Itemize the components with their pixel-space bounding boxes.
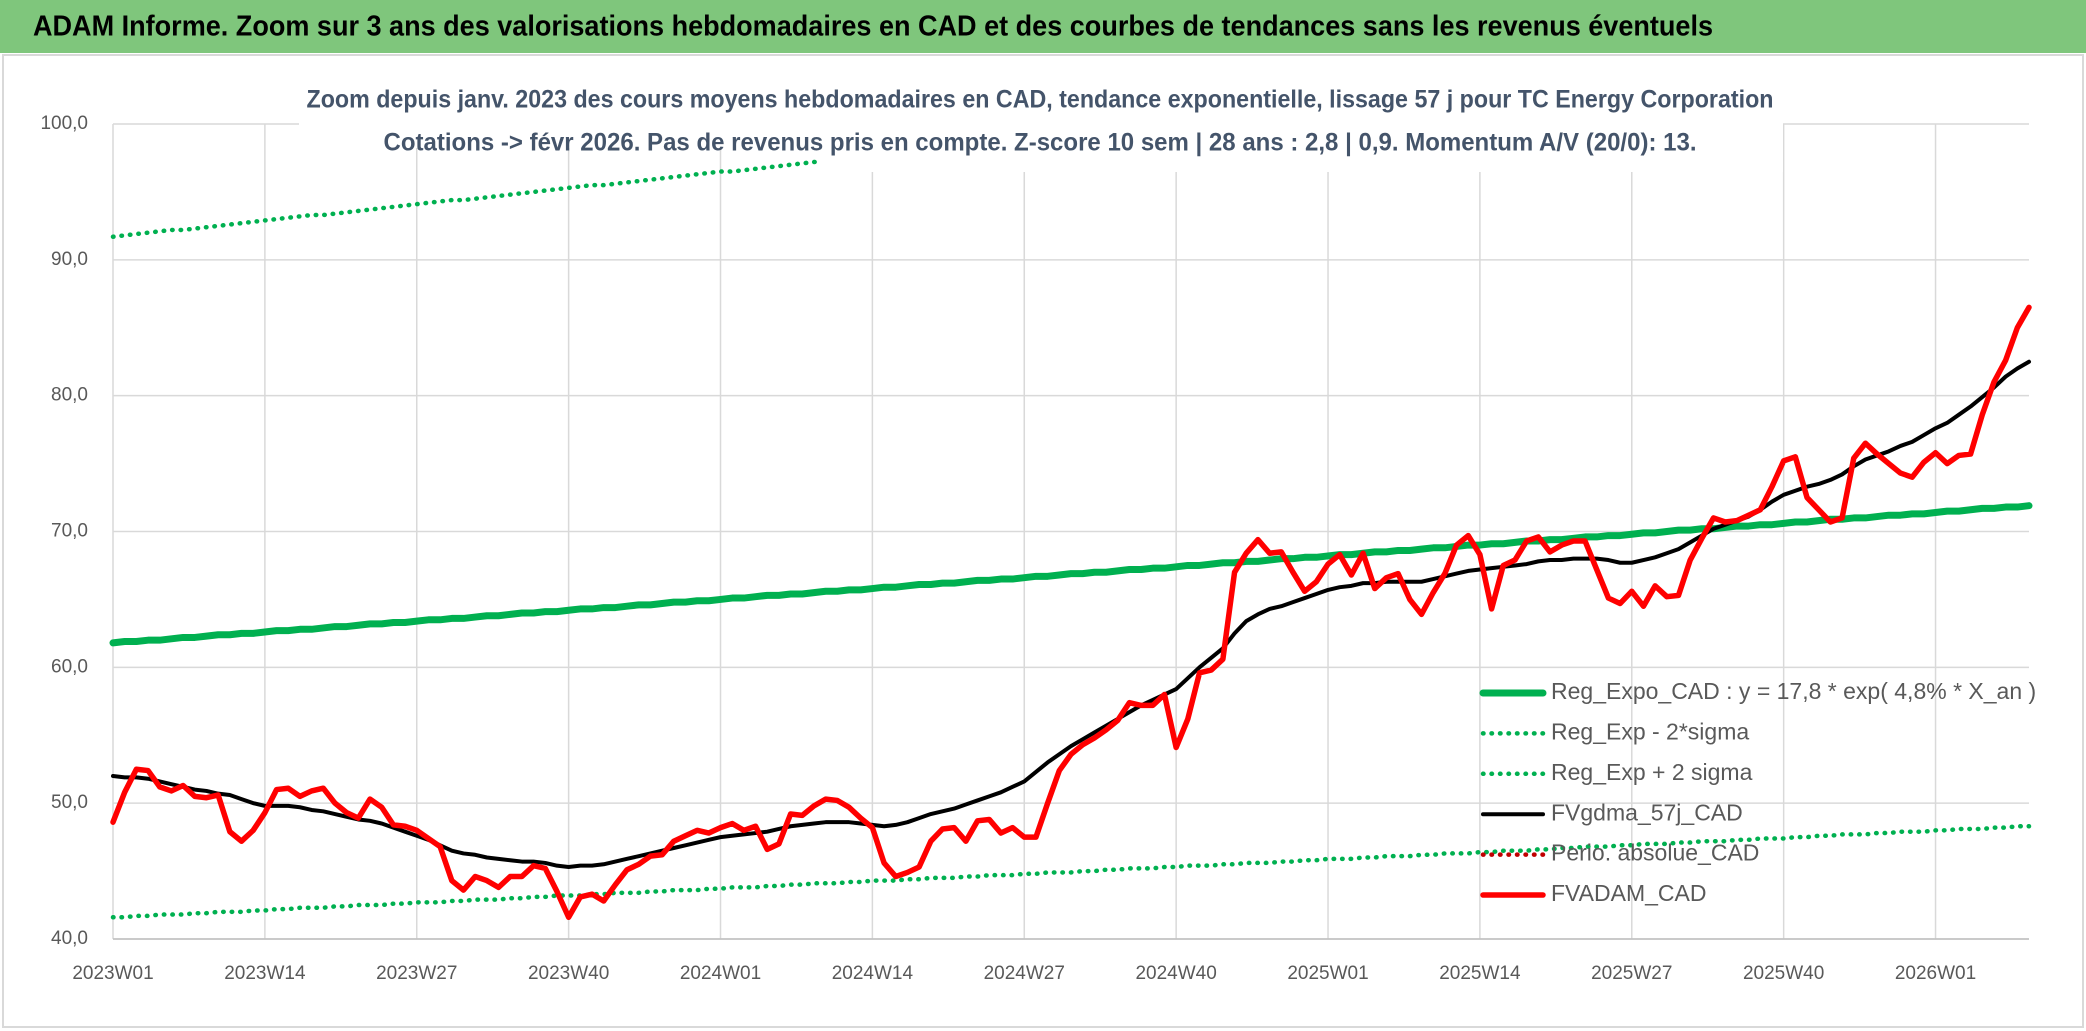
x-tick-label: 2024W01 [680,963,761,984]
legend-label: Reg_Exp - 2*sigma [1551,718,1749,744]
x-tick-label: 2023W01 [72,963,153,984]
page-title: ADAM Informe. Zoom sur 3 ans des valoris… [33,11,1713,43]
chart-frame [2,54,2084,1028]
header-bar [0,0,2086,53]
y-tick-label: 50,0 [51,792,88,813]
y-tick-label: 60,0 [51,656,88,677]
legend-label: Reg_Expo_CAD : y = 17,8 * exp( 4,8% * X_… [1551,678,2036,704]
x-tick-label: 2025W14 [1439,963,1521,984]
legend-label: Perio. absolue_CAD [1551,840,1759,866]
x-tick-label: 2025W27 [1591,963,1672,984]
x-tick-label: 2025W01 [1287,963,1368,984]
plot-area: 40,0 50,0 60,0 70,0 80,0 90,0 100,0 2023W01 2023… [40,113,2033,984]
x-tick-label: 2024W27 [984,963,1065,984]
legend-label: FVgdma_57j_CAD [1551,799,1743,825]
x-tick-label: 2026W01 [1895,963,1976,984]
x-tick-label: 2024W14 [832,963,914,984]
legend: Reg_Expo_CAD : y = 17,8 * exp( 4,8% * X_… [1479,678,2036,906]
chart-subtitle: Zoom depuis janv. 2023 des cours moyens … [307,86,1774,114]
y-tick-label: 100,0 [40,113,88,134]
x-tick-label: 2023W40 [528,963,609,984]
x-tick-label: 2025W40 [1743,963,1824,984]
series-line [110,304,2032,921]
chart-subtitle: Cotations -> févr 2026. Pas de revenus p… [384,129,1697,157]
legend-label: Reg_Exp + 2 sigma [1551,759,1753,785]
subtitle-backing [818,80,1783,172]
x-tick-label: 2023W27 [376,963,457,984]
y-tick-label: 40,0 [51,928,88,949]
legend-label: FVADAM_CAD [1551,880,1707,906]
series-line [110,824,2032,920]
y-tick-label: 70,0 [51,521,88,542]
x-tick-label: 2023W14 [224,963,306,984]
x-tick-label: 2024W40 [1135,963,1216,984]
y-tick-label: 80,0 [51,385,88,406]
y-tick-label: 90,0 [51,249,88,270]
series-line [110,124,1196,239]
